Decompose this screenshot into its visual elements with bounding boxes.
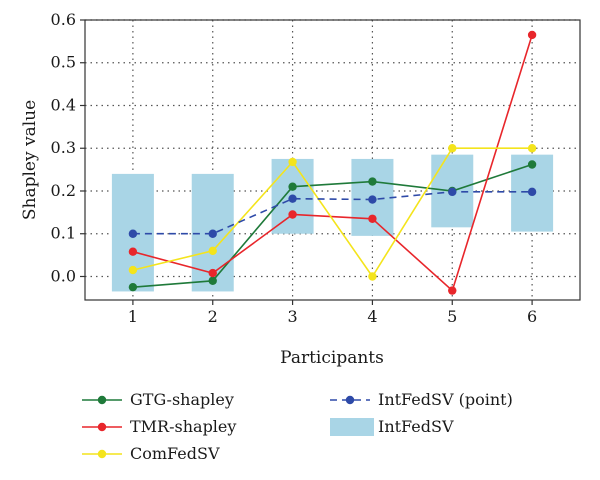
legend: GTG-shapley TMR-shapley ComFedSV IntFedSV (… [82, 390, 513, 463]
legend-label-intfedsv-point: IntFedSV (point) [378, 390, 513, 409]
intfedsv-point-point [448, 187, 457, 197]
y-tick-label: 0.1 [51, 224, 76, 243]
x-axis-title: Participants [280, 348, 384, 368]
x-tick-label: 6 [527, 307, 537, 326]
intfedsv-point-point [527, 187, 537, 197]
y-tick-label: 0.5 [51, 53, 76, 72]
plot-area [85, 20, 580, 300]
tmr-shapley-line [132, 34, 533, 293]
gtg-shapley-point [527, 160, 537, 169]
tmr-shapley-point [128, 247, 138, 256]
x-tick-label: 1 [128, 307, 138, 326]
tmr-shapley-point [368, 214, 377, 223]
comfedsv-point [448, 144, 457, 153]
legend-marker-gtg-shapley [97, 395, 107, 405]
intfedsv-point-point [128, 229, 138, 238]
comfedsv-point [128, 265, 138, 275]
y-tick-label: 0.4 [51, 95, 76, 114]
gtg-shapley-point [288, 182, 297, 191]
y-axis-title: Shapley value [20, 100, 40, 220]
series-points [128, 30, 537, 295]
x-tick-label: 5 [447, 307, 457, 326]
legend-label-comfedsv: ComFedSV [130, 444, 220, 463]
tmr-shapley-point [527, 30, 537, 40]
y-tick-label: 0.3 [51, 138, 76, 157]
x-tick-label: 3 [287, 307, 297, 326]
intfedsv-point-point [288, 194, 297, 203]
x-tick-label: 4 [367, 307, 377, 326]
legend-marker-tmr-shapley [97, 422, 107, 432]
intfedsv-point-point [368, 195, 377, 204]
x-axis-ticks: 1 2 3 4 5 6 [128, 300, 537, 326]
comfedsv-point [288, 157, 297, 167]
legend-marker-comfedsv [97, 449, 107, 459]
y-tick-label: 0.2 [51, 181, 76, 200]
comfedsv-point [208, 246, 217, 256]
x-tick-label: 2 [208, 307, 218, 326]
gtg-shapley-point [208, 276, 217, 285]
legend-swatch-intfedsv [330, 418, 374, 436]
y-tick-label: 0.0 [51, 266, 76, 285]
intfedsv-point-line [132, 191, 533, 235]
legend-label-tmr-shapley: TMR-shapley [130, 417, 236, 436]
gtg-shapley-line [132, 163, 533, 288]
gtg-shapley-point [128, 282, 138, 292]
legend-label-intfedsv: IntFedSV [378, 417, 454, 436]
y-axis-ticks: 0.0 0.1 0.2 0.3 0.4 0.5 0.6 [51, 10, 85, 285]
legend-label-gtg-shapley: GTG-shapley [130, 390, 234, 409]
comfedsv-point [368, 272, 377, 281]
series-lines [132, 34, 533, 293]
tmr-shapley-point [288, 210, 297, 219]
intfedsv-point-point [208, 229, 217, 238]
tmr-shapley-point [448, 286, 457, 295]
tmr-shapley-point [208, 268, 217, 278]
comfedsv-line [132, 147, 533, 278]
gtg-shapley-point [368, 177, 377, 186]
y-tick-label: 0.6 [51, 10, 76, 29]
plot-frame [84, 19, 581, 301]
comfedsv-point [527, 144, 537, 153]
legend-marker-intfedsv-point [345, 395, 355, 405]
